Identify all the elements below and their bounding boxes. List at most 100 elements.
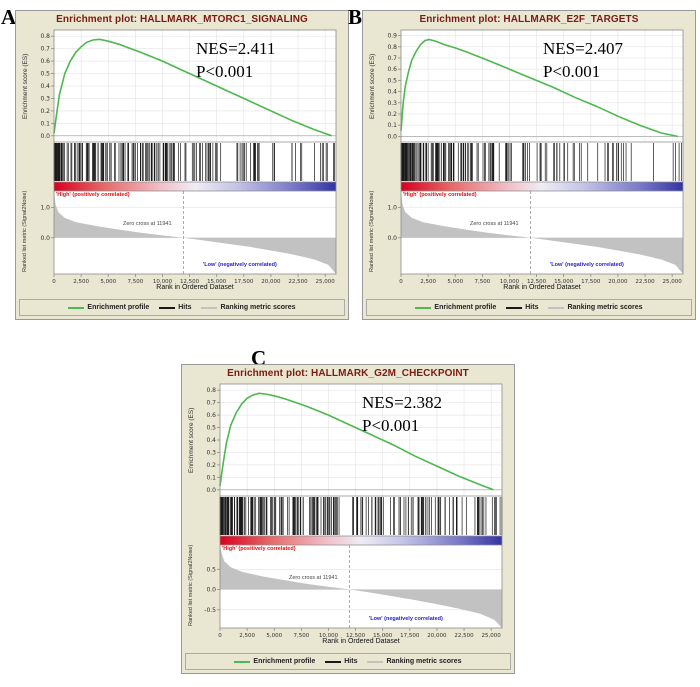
x-axis-label: Rank in Ordered Dataset — [156, 284, 234, 291]
gsea-panel: B Enrichment plot: HALLMARK_E2F_TARGETS … — [348, 5, 696, 320]
svg-text:0.5: 0.5 — [206, 566, 216, 573]
svg-text:0: 0 — [218, 633, 222, 639]
svg-text:0.0: 0.0 — [387, 235, 397, 242]
plot-title: Enrichment plot: HALLMARK_G2M_CHECKPOINT — [227, 368, 469, 379]
gsea-plot-box: Enrichment plot: HALLMARK_E2F_TARGETS 0.… — [362, 10, 696, 320]
ranking-metric-line-icon — [548, 306, 565, 309]
svg-text:0.6: 0.6 — [387, 66, 397, 73]
gsea-plot-box: Enrichment plot: HALLMARK_MTORC1_SIGNALI… — [15, 10, 349, 320]
p-value: P<0.001 — [362, 415, 420, 435]
legend-item: Hits — [506, 304, 538, 311]
svg-text:15,000: 15,000 — [373, 633, 393, 639]
svg-text:20,000: 20,000 — [261, 279, 281, 285]
svg-text:2,500: 2,500 — [420, 279, 436, 285]
svg-text:2,500: 2,500 — [239, 633, 255, 639]
legend-item: Hits — [159, 304, 191, 311]
high-correlation-label: 'High' (positively correlated) — [403, 192, 477, 198]
svg-text:7,500: 7,500 — [293, 633, 309, 639]
rank-axis-label: Ranked list metric (Signal2Noise) — [22, 190, 28, 273]
svg-text:0.8: 0.8 — [206, 387, 216, 394]
hits-line-icon — [159, 306, 176, 309]
high-correlation-label: 'High' (positively correlated) — [222, 546, 296, 552]
es-axis-label: Enrichment score (ES) — [369, 53, 376, 119]
svg-text:2,500: 2,500 — [73, 279, 89, 285]
svg-text:17,500: 17,500 — [234, 279, 254, 285]
legend: Enrichment profile Hits Ranking metric s… — [366, 299, 692, 316]
gsea-panel: C Enrichment plot: HALLMARK_G2M_CHECKPOI… — [181, 346, 515, 674]
gsea-plot-box: Enrichment plot: HALLMARK_G2M_CHECKPOINT… — [181, 364, 515, 674]
svg-text:25,000: 25,000 — [482, 633, 502, 639]
stats-annotation: NES=2.411 P<0.001 — [196, 38, 275, 84]
legend-item: Hits — [325, 658, 357, 665]
svg-text:0.0: 0.0 — [40, 133, 50, 140]
svg-text:0.7: 0.7 — [206, 400, 216, 407]
x-axis-label: Rank in Ordered Dataset — [503, 284, 581, 291]
svg-text:1.0: 1.0 — [40, 205, 50, 212]
svg-text:25,000: 25,000 — [316, 279, 336, 285]
hits-line-icon — [325, 660, 342, 663]
hits-line-icon — [506, 306, 523, 309]
svg-text:7,500: 7,500 — [127, 279, 143, 285]
panel-letter: A — [1, 5, 17, 29]
svg-text:20,000: 20,000 — [427, 633, 447, 639]
svg-text:0.5: 0.5 — [387, 77, 397, 84]
legend-item: Enrichment profile — [68, 304, 149, 311]
plot-title: Enrichment plot: HALLMARK_E2F_TARGETS — [419, 14, 639, 25]
svg-text:0.9: 0.9 — [387, 33, 397, 40]
legend-label: Ranking metric scores — [386, 658, 462, 665]
svg-text:15,000: 15,000 — [207, 279, 227, 285]
svg-text:22,500: 22,500 — [288, 279, 308, 285]
svg-text:0.0: 0.0 — [387, 133, 397, 140]
svg-text:0.8: 0.8 — [40, 33, 50, 40]
zero-cross-label: Zero cross at 11941 — [123, 221, 172, 227]
legend-item: Enrichment profile — [234, 658, 315, 665]
svg-text:0: 0 — [52, 279, 56, 285]
legend-item: Enrichment profile — [415, 304, 496, 311]
nes-value: NES=2.382 — [362, 393, 442, 412]
low-correlation-label: 'Low' (negatively correlated) — [203, 262, 277, 268]
legend-label: Hits — [344, 658, 358, 665]
es-axis-label: Enrichment score (ES) — [22, 53, 29, 119]
svg-text:0.1: 0.1 — [206, 474, 216, 481]
svg-text:10,000: 10,000 — [153, 279, 173, 285]
p-value: P<0.001 — [196, 61, 254, 81]
svg-text:-0.5: -0.5 — [204, 607, 216, 614]
svg-text:0.4: 0.4 — [387, 89, 397, 96]
svg-text:10,000: 10,000 — [500, 279, 520, 285]
plot-title: Enrichment plot: HALLMARK_MTORC1_SIGNALI… — [56, 14, 308, 25]
svg-text:20,000: 20,000 — [608, 279, 628, 285]
svg-text:12,500: 12,500 — [346, 633, 366, 639]
svg-text:17,500: 17,500 — [400, 633, 420, 639]
rank-axis-label: Ranked list metric (Signal2Noise) — [188, 544, 194, 627]
p-value: P<0.001 — [543, 61, 601, 81]
legend-label: Ranking metric scores — [220, 304, 296, 311]
svg-text:12,500: 12,500 — [527, 279, 547, 285]
svg-text:15,000: 15,000 — [554, 279, 574, 285]
svg-text:22,500: 22,500 — [454, 633, 474, 639]
svg-text:5,000: 5,000 — [447, 279, 463, 285]
low-correlation-label: 'Low' (negatively correlated) — [550, 262, 624, 268]
svg-text:0.1: 0.1 — [40, 120, 50, 127]
svg-text:25,000: 25,000 — [663, 279, 683, 285]
legend-label: Enrichment profile — [87, 304, 150, 311]
svg-text:10,000: 10,000 — [319, 633, 339, 639]
enrichment-profile-line-icon — [68, 306, 85, 309]
legend-label: Enrichment profile — [434, 304, 497, 311]
legend-item: Ranking metric scores — [548, 304, 643, 311]
high-correlation-label: 'High' (positively correlated) — [56, 192, 130, 198]
svg-text:0.6: 0.6 — [206, 412, 216, 419]
panel-letter: B — [348, 5, 363, 29]
stats-annotation: NES=2.382 P<0.001 — [362, 392, 442, 438]
gsea-chart-svg: 0.0 0.1 0.2 0.3 0.4 0.5 0.6 0.7 0.8 0.5 0.0 -0.5 0 2,… — [204, 383, 503, 639]
svg-text:0.2: 0.2 — [40, 108, 50, 115]
zero-cross-label: Zero cross at 11941 — [470, 221, 519, 227]
svg-text:0.0: 0.0 — [206, 487, 216, 494]
svg-text:0.5: 0.5 — [206, 425, 216, 432]
svg-text:0: 0 — [399, 279, 403, 285]
rank-axis-label: Ranked list metric (Signal2Noise) — [369, 190, 375, 273]
svg-text:0.0: 0.0 — [206, 587, 216, 594]
chart-area: 0.0 0.1 0.2 0.3 0.4 0.5 0.6 0.7 0.8 1.0 0.0 0 2,500 5… — [20, 26, 344, 298]
low-correlation-label: 'Low' (negatively correlated) — [369, 616, 443, 622]
legend-label: Hits — [525, 304, 539, 311]
